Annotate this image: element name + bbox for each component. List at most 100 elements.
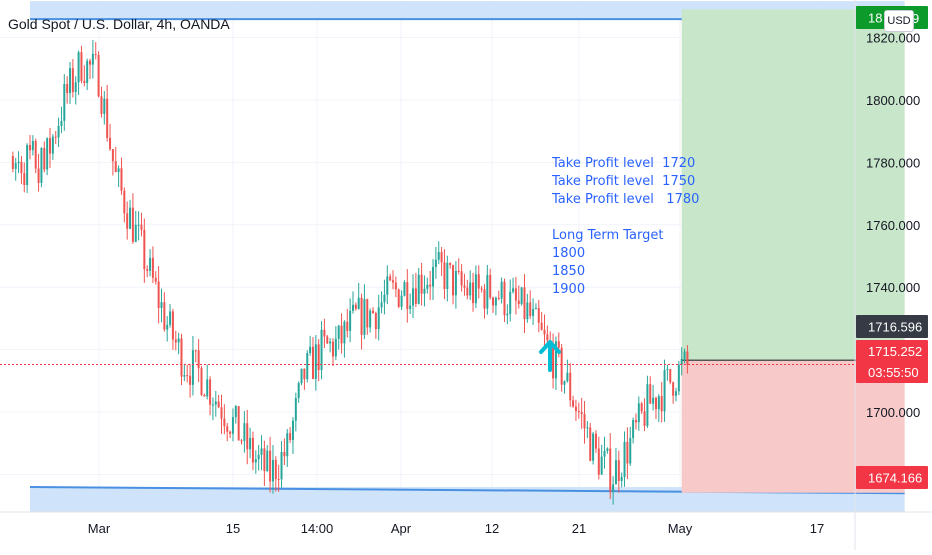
- candle-body-43: [134, 224, 137, 242]
- candle-body-157: [460, 271, 463, 286]
- candle-body-134: [394, 282, 397, 290]
- candle-body-163: [477, 274, 480, 289]
- candle-body-218: [634, 420, 637, 423]
- candle-body-28: [91, 53, 94, 65]
- candle-body-36: [114, 161, 117, 172]
- candle-body-142: [417, 274, 420, 304]
- candle-body-136: [400, 295, 403, 307]
- candle-body-45: [140, 224, 143, 230]
- candle-body-13: [49, 138, 52, 154]
- candle-body-112: [331, 341, 334, 357]
- candle-body-184: [537, 308, 540, 323]
- candle-body-50: [154, 277, 157, 282]
- candle-body-12: [46, 138, 49, 170]
- candle-body-67: [203, 394, 206, 397]
- candle-body-175: [512, 288, 515, 292]
- candle-body-224: [652, 397, 655, 404]
- candle-body-230: [669, 369, 672, 383]
- candle-body-186: [543, 329, 546, 335]
- chart-title: Gold Spot / U.S. Dollar, 4h, OANDA: [8, 16, 230, 32]
- current-price-tag-bg: [856, 340, 928, 362]
- y-tick-label-3: 1740.000: [866, 280, 920, 295]
- long-position-tool[interactable]: [681, 9, 905, 493]
- x-tick-label-5: 21: [572, 521, 586, 536]
- candle-body-139: [409, 305, 412, 310]
- current-price-tag: 1715.252: [868, 344, 922, 359]
- candle-body-135: [397, 289, 400, 307]
- candle-body-138: [406, 282, 409, 310]
- candle-body-95: [283, 451, 286, 457]
- candle-body-207: [603, 450, 606, 457]
- candle-body-131: [386, 276, 389, 295]
- candle-body-6: [29, 145, 31, 151]
- candle-body-174: [509, 291, 512, 314]
- candle-body-212: [617, 460, 620, 481]
- candle-body-81: [243, 423, 246, 441]
- candle-body-182: [532, 308, 535, 316]
- candle-body-177: [517, 300, 520, 305]
- candle-body-2: [17, 161, 20, 164]
- candle-body-69: [209, 379, 212, 405]
- candle-body-70: [211, 404, 214, 406]
- candle-body-48: [149, 257, 152, 271]
- candle-body-147: [432, 266, 435, 287]
- candle-body-164: [480, 288, 483, 290]
- candle-body-40: [126, 213, 129, 229]
- candle-body-158: [463, 285, 466, 288]
- candle-body-129: [380, 302, 383, 308]
- candle-body-83: [249, 437, 252, 450]
- entry-price-tag-bg: [856, 315, 928, 338]
- up-arrow-icon[interactable]: [539, 340, 561, 372]
- candle-body-11: [43, 148, 46, 170]
- candle-body-88: [263, 448, 266, 471]
- currency-button[interactable]: USD: [884, 10, 914, 32]
- x-tick-label-1: 15: [226, 521, 240, 536]
- candle-body-219: [637, 403, 640, 423]
- countdown-tag: 03:55:50: [868, 365, 919, 380]
- candle-body-137: [403, 282, 406, 296]
- candle-body-31: [100, 96, 103, 114]
- candle-body-214: [623, 441, 626, 477]
- candle-body-217: [632, 420, 635, 439]
- candle-body-64: [194, 350, 197, 352]
- annotation-text[interactable]: Take Profit level 1720 Take Profit level …: [552, 155, 699, 299]
- candle-body-15: [54, 136, 57, 138]
- candle-body-117: [346, 321, 349, 331]
- candle-body-215: [626, 441, 629, 464]
- candle-body-108: [320, 329, 323, 371]
- candle-body-130: [383, 294, 386, 303]
- candle-body-101: [300, 368, 303, 384]
- candle-body-109: [323, 329, 326, 337]
- profit-zone: [681, 9, 905, 361]
- candle-body-128: [377, 307, 380, 329]
- y-tick-label-1: 1700.000: [866, 405, 920, 420]
- candle-body-9: [37, 168, 40, 183]
- candle-body-185: [540, 322, 543, 330]
- candle-body-59: [180, 338, 183, 377]
- candle-body-234: [680, 358, 683, 365]
- candle-body-103: [306, 353, 309, 380]
- candle-body-232: [674, 391, 677, 396]
- candle-body-8: [34, 140, 37, 169]
- annotation-line-7: 1900: [552, 282, 586, 297]
- candle-body-87: [260, 448, 263, 455]
- candle-body-201: [586, 427, 589, 429]
- candle-body-71: [214, 401, 217, 405]
- candle-body-47: [146, 269, 149, 271]
- time-axis[interactable]: Mar 15 14:00 Apr 12 21 May 17: [0, 511, 932, 536]
- candle-body-126: [372, 310, 374, 314]
- candle-body-82: [246, 423, 249, 450]
- candle-body-194: [566, 372, 569, 382]
- candle-body-173: [506, 313, 509, 316]
- candle-body-156: [457, 270, 460, 272]
- candle-body-189: [552, 347, 555, 379]
- candle-body-34: [109, 137, 112, 150]
- candle-body-63: [191, 350, 194, 385]
- candle-body-73: [220, 407, 223, 419]
- candle-body-57: [174, 339, 177, 343]
- candle-body-168: [492, 297, 495, 306]
- candle-body-18: [63, 84, 66, 121]
- candle-body-66: [200, 368, 203, 395]
